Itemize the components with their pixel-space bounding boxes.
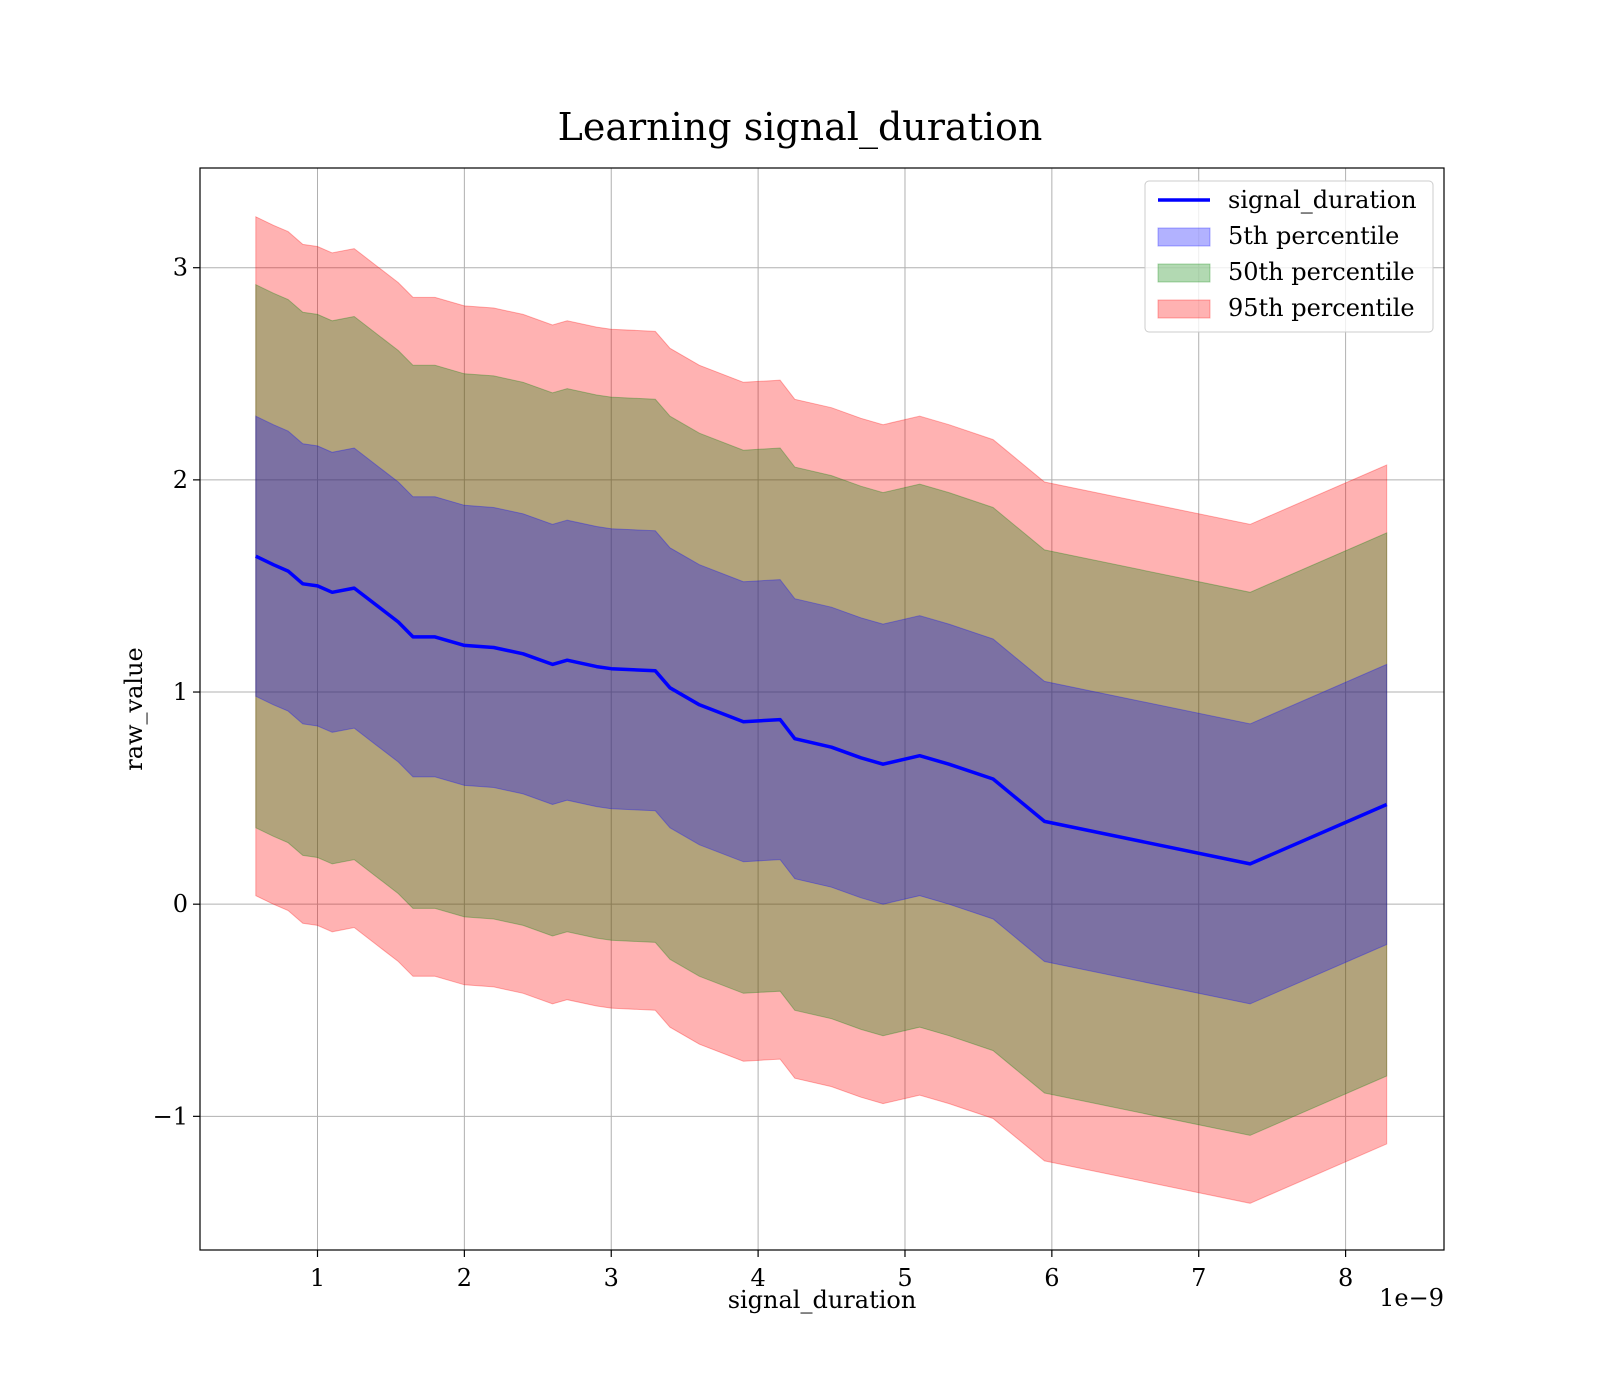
legend-frame bbox=[1144, 180, 1434, 333]
percentile-bands bbox=[255, 216, 1388, 1204]
x-axis-label: signal_duration bbox=[728, 1286, 917, 1314]
legend-label-5th-percentile: 5th percentile bbox=[1228, 222, 1399, 250]
series-line-signal-duration bbox=[255, 554, 1388, 866]
band-5th-percentile bbox=[255, 415, 1388, 1005]
y-tick-label: −1 bbox=[153, 1102, 188, 1130]
y-tick-label: 1 bbox=[173, 678, 188, 706]
legend-label-50th-percentile: 50th percentile bbox=[1228, 258, 1415, 286]
legend-label-signal-duration: signal_duration bbox=[1228, 186, 1417, 214]
x-tick-label: 6 bbox=[1044, 1264, 1059, 1292]
x-tick-label: 5 bbox=[897, 1264, 912, 1292]
legend-swatch-95th-percentile bbox=[1157, 299, 1211, 319]
x-tick-label: 4 bbox=[750, 1264, 765, 1292]
band-50th-percentile bbox=[255, 283, 1388, 1136]
y-tick-label: 2 bbox=[173, 466, 188, 494]
plot-area-frame bbox=[199, 167, 1445, 1251]
legend-swatch-5th-percentile bbox=[1157, 227, 1211, 247]
band-95th-percentile bbox=[255, 216, 1388, 1204]
legend-label-95th-percentile: 95th percentile bbox=[1228, 294, 1415, 322]
legend-swatch-50th-percentile bbox=[1157, 263, 1211, 283]
y-axis-label: raw_value bbox=[120, 647, 148, 771]
x-axis-ticks: 1 2 3 4 5 6 7 8 bbox=[310, 1250, 1353, 1292]
x-tick-label: 8 bbox=[1338, 1264, 1353, 1292]
y-tick-label: 0 bbox=[173, 890, 188, 918]
x-tick-label: 7 bbox=[1191, 1264, 1206, 1292]
y-tick-label: 3 bbox=[173, 254, 188, 282]
x-tick-label: 2 bbox=[457, 1264, 472, 1292]
x-axis-offset-label: 1e−9 bbox=[1379, 1284, 1444, 1312]
chart-title: Learning signal_duration bbox=[558, 105, 1043, 150]
series-lines bbox=[255, 554, 1388, 866]
y-axis-ticks: −1 0 1 2 3 bbox=[153, 254, 200, 1130]
x-tick-label: 3 bbox=[604, 1264, 619, 1292]
x-tick-label: 1 bbox=[310, 1264, 325, 1292]
legend: signal_duration 5th percentile 50th percen… bbox=[1144, 180, 1434, 333]
